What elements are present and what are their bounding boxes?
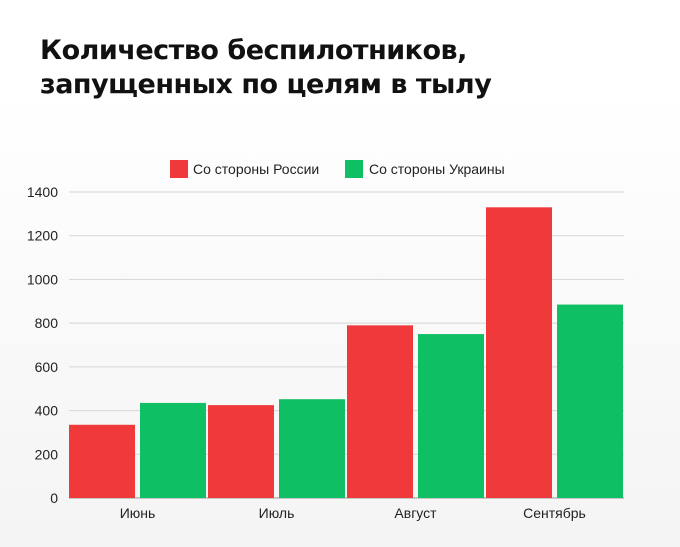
ukraine-bar-Июнь xyxy=(140,402,206,498)
x-tick-label: Август xyxy=(394,505,437,521)
legend-item-ukraine: Со стороны Украины xyxy=(345,160,505,178)
ukraine-bar-Август xyxy=(418,334,484,498)
x-tick-label: Сентябрь xyxy=(523,505,586,521)
y-axis-ticks: 0 200 400 600 800 1000 1200 1400 xyxy=(27,184,58,506)
ukraine-bar-Июль xyxy=(279,399,345,498)
russia-bar-Июнь xyxy=(69,424,135,498)
russia-bar-Июль xyxy=(208,405,274,498)
y-tick-label: 200 xyxy=(35,446,59,462)
russia-bar-Август xyxy=(347,325,413,498)
legend-label: Со стороны России xyxy=(193,161,319,177)
y-tick-label: 1200 xyxy=(27,228,58,244)
legend-label: Со стороны Украины xyxy=(369,161,505,177)
y-tick-label: 400 xyxy=(35,403,59,419)
legend-swatch xyxy=(345,160,363,178)
bars-layer xyxy=(69,207,623,499)
y-tick-label: 1000 xyxy=(27,271,58,287)
legend: Со стороны России Со стороны Украины xyxy=(170,160,505,178)
y-tick-label: 800 xyxy=(35,315,59,331)
y-tick-label: 0 xyxy=(50,490,58,506)
chart-title: Количество беспилотников, запущенных по … xyxy=(40,34,640,102)
x-tick-label: Июнь xyxy=(120,505,156,521)
chart-title-line-1: Количество беспилотников, xyxy=(40,35,467,66)
y-tick-label: 1400 xyxy=(27,184,58,200)
y-tick-label: 600 xyxy=(35,359,59,375)
chart-title-line-2: запущенных по целям в тылу xyxy=(40,69,492,100)
x-tick-label: Июль xyxy=(259,505,295,521)
russia-bar-Сентябрь xyxy=(486,207,552,499)
ukraine-bar-Сентябрь xyxy=(557,304,623,498)
x-axis-ticks: Июнь Июль Август Сентябрь xyxy=(120,505,586,521)
legend-item-russia: Со стороны России xyxy=(170,160,319,178)
legend-swatch xyxy=(170,160,188,178)
